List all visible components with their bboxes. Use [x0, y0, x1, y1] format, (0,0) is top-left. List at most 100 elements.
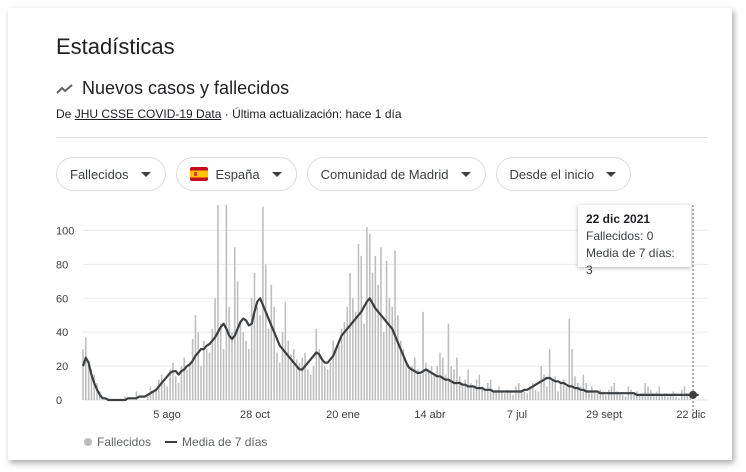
bar [686, 393, 689, 400]
bar [652, 393, 655, 400]
bar [526, 393, 528, 400]
region-dropdown-label: Comunidad de Madrid [320, 166, 449, 182]
bar [383, 332, 385, 400]
bar [287, 340, 289, 400]
y-tick-label: 20 [56, 361, 68, 373]
bar [568, 318, 571, 400]
period-dropdown[interactable]: Desde el inicio [495, 157, 632, 191]
bar [422, 311, 424, 400]
bar [534, 389, 537, 400]
bar [186, 369, 188, 400]
bar [416, 369, 419, 400]
bar [214, 298, 216, 400]
bar [267, 328, 270, 400]
bar [273, 306, 275, 400]
bar [453, 369, 455, 400]
legend-item-deaths: Fallecidos [84, 435, 151, 449]
bar [172, 362, 174, 400]
y-tick-label: 0 [56, 395, 62, 407]
bar [222, 349, 225, 400]
bar [307, 369, 309, 400]
bar [444, 374, 447, 400]
bar [200, 366, 202, 400]
bar [624, 396, 627, 400]
hover-marker [689, 390, 697, 399]
region-dropdown[interactable]: Comunidad de Madrid [306, 157, 486, 191]
bar [304, 352, 306, 400]
bar [678, 398, 680, 400]
bar [520, 389, 523, 400]
bar [236, 281, 239, 400]
bar [430, 366, 433, 400]
bar [394, 250, 396, 400]
bar [436, 366, 438, 400]
bar [619, 393, 621, 400]
bar [166, 386, 169, 400]
page-title: Estadísticas [56, 34, 175, 59]
bar [242, 332, 245, 400]
bar [293, 349, 295, 400]
bar [256, 306, 259, 400]
bar [349, 272, 351, 400]
bar [276, 352, 278, 400]
bar [411, 366, 413, 400]
bar [543, 374, 545, 400]
bar [205, 349, 208, 400]
bar [177, 383, 180, 400]
bar [582, 374, 585, 400]
average-line [81, 297, 699, 402]
bar [683, 386, 686, 400]
bar [309, 374, 312, 400]
bar [197, 332, 200, 400]
bar [506, 389, 509, 400]
chevron-down-icon [271, 171, 282, 177]
country-dropdown[interactable]: España [175, 157, 297, 191]
bar [621, 394, 624, 400]
source-link[interactable]: JHU CSSE COVID-19 Data [74, 107, 222, 121]
bar [208, 352, 211, 400]
bar [93, 374, 96, 400]
metric-dropdown-label: Fallecidos [70, 166, 129, 182]
bar [377, 284, 379, 400]
bar [501, 391, 503, 400]
bar [413, 357, 416, 400]
chevron-down-icon [606, 171, 617, 177]
bar [669, 394, 672, 400]
y-tick-label: 100 [56, 225, 74, 237]
bar [599, 389, 602, 400]
bar [357, 244, 360, 400]
bar [467, 369, 469, 400]
bar [264, 264, 267, 400]
bar [315, 328, 318, 400]
x-tick-label: 20 ene [326, 409, 360, 421]
bar [666, 396, 669, 400]
bar [588, 389, 590, 400]
y-tick-label: 60 [56, 293, 68, 305]
bar [124, 396, 126, 400]
bar [397, 315, 399, 400]
bar [228, 306, 230, 400]
bar [295, 359, 298, 400]
bar [503, 393, 506, 400]
bar [405, 362, 408, 400]
bar [523, 391, 526, 400]
bar [487, 383, 489, 400]
bar [402, 349, 405, 400]
bar [270, 284, 273, 400]
metric-dropdown[interactable]: Fallecidos [56, 157, 166, 191]
x-tick-label: 28 oct [240, 409, 270, 421]
bar [343, 322, 346, 400]
bar [481, 386, 483, 400]
bar [498, 386, 500, 400]
divider [56, 137, 708, 138]
bar [323, 366, 326, 400]
bar [385, 260, 388, 400]
bar [596, 393, 599, 400]
bar [253, 272, 256, 400]
legend-item-average: Media de 7 días [165, 435, 267, 449]
x-tick-label: 5 ago [153, 409, 181, 421]
filter-bar: Fallecidos España Comunidad de Madrid De… [56, 157, 632, 191]
bar [571, 349, 573, 400]
bar [515, 386, 517, 400]
